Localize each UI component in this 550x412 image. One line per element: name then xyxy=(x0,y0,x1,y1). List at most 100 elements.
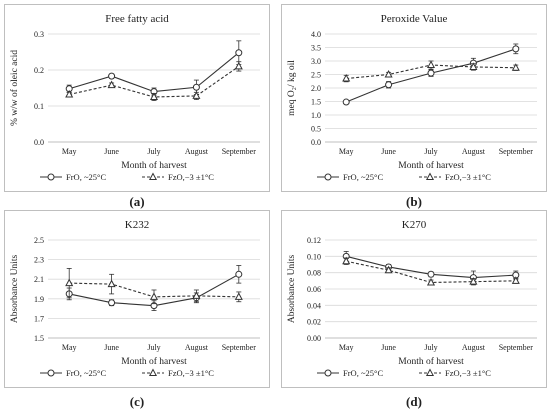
data-point xyxy=(234,292,243,300)
y-axis-label: meq O₂/ kg oil xyxy=(287,60,297,116)
data-point xyxy=(65,89,74,98)
y-tick-label: 2.1 xyxy=(34,275,44,284)
x-tick-label: May xyxy=(339,343,354,352)
series-1 xyxy=(342,256,520,286)
y-tick-label: 0.06 xyxy=(307,285,321,294)
legend-label: FrO, ~25°C xyxy=(343,368,383,378)
legend-label: FrO, ~25°C xyxy=(343,172,383,182)
x-tick-label: July xyxy=(147,147,160,156)
x-tick-label: August xyxy=(185,147,209,156)
series-1 xyxy=(65,61,243,101)
data-point xyxy=(107,279,116,288)
y-tick-label: 1.7 xyxy=(34,314,44,323)
y-axis-label: Absorbance Units xyxy=(287,255,297,324)
x-tick-label: May xyxy=(339,147,354,156)
chart-title: Peroxide Value xyxy=(381,13,448,25)
data-point xyxy=(234,61,243,70)
y-tick-label: 0.0 xyxy=(34,138,44,147)
legend-label: FrO, ~25°C xyxy=(66,368,106,378)
legend-marker xyxy=(324,369,332,377)
x-axis-label: Month of harvest xyxy=(398,356,464,367)
x-axis-label: Month of harvest xyxy=(121,160,187,171)
legend-marker xyxy=(47,173,55,181)
y-tick-label: 0.08 xyxy=(307,269,321,278)
legend-marker xyxy=(148,368,158,376)
y-tick-label: 3.0 xyxy=(311,57,321,66)
x-tick-label: July xyxy=(424,147,437,156)
y-tick-label: 0.1 xyxy=(34,102,44,111)
x-tick-label: September xyxy=(499,147,534,156)
data-point xyxy=(342,256,351,265)
x-tick-label: July xyxy=(147,343,160,352)
y-tick-label: 0.04 xyxy=(307,301,321,310)
caption-a: (a) xyxy=(129,194,145,209)
legend: FrO, ~25°C FzO,−3 ±1°C xyxy=(40,368,214,378)
data-point xyxy=(427,69,435,77)
x-tick-label: September xyxy=(499,343,534,352)
series-1 xyxy=(342,60,520,83)
data-point xyxy=(235,49,243,57)
legend-marker xyxy=(148,172,158,180)
x-axis-label: Month of harvest xyxy=(121,356,187,367)
data-point xyxy=(511,63,520,71)
chart-svg-0: Free fatty acid 0.0 0.1 0.2 0.3 May June July Au… xyxy=(4,4,270,192)
x-tick-label: June xyxy=(381,147,396,156)
y-tick-label: 1.0 xyxy=(311,111,321,120)
y-tick-label: 2.5 xyxy=(34,236,44,245)
x-tick-label: July xyxy=(424,343,437,352)
legend-label: FzO,−3 ±1°C xyxy=(168,172,214,182)
legend-marker xyxy=(425,368,435,376)
chart-peroxide-value: Peroxide Value 0.0 0.5 1.0 1.5 2.0 2.5 3.0 3.5 4.… xyxy=(281,4,547,192)
legend-label: FzO,−3 ±1°C xyxy=(445,172,491,182)
data-point xyxy=(107,80,116,89)
chart-svg-2: K232 1.5 1.7 1.9 2.1 2.3 2.5 May June July August S… xyxy=(4,210,270,388)
data-point xyxy=(342,98,350,106)
y-tick-label: 1.9 xyxy=(34,295,44,304)
legend-marker xyxy=(425,172,435,180)
caption-d: (d) xyxy=(406,394,422,409)
chart-svg-3: K270 0.00 0.02 0.04 0.06 0.08 0.10 0.12 May June J… xyxy=(281,210,547,388)
chart-free-fatty-acid: Free fatty acid 0.0 0.1 0.2 0.3 May June July Au… xyxy=(4,4,270,192)
chart-frame xyxy=(281,4,547,192)
legend-label: FzO,−3 ±1°C xyxy=(168,368,214,378)
y-tick-label: 0.00 xyxy=(307,334,321,343)
x-tick-label: May xyxy=(62,343,77,352)
legend-marker xyxy=(324,173,332,181)
chart-frame xyxy=(4,4,270,192)
chart-title: K270 xyxy=(402,219,427,231)
y-tick-label: 3.5 xyxy=(311,44,321,53)
data-point xyxy=(512,45,520,53)
data-point xyxy=(511,276,520,284)
chart-title: Free fatty acid xyxy=(105,13,169,25)
legend-label: FrO, ~25°C xyxy=(66,172,106,182)
y-tick-label: 2.0 xyxy=(311,84,321,93)
data-point xyxy=(192,83,200,91)
y-axis-label: Absorbance Units xyxy=(10,255,20,324)
y-tick-label: 0.02 xyxy=(307,318,321,327)
data-point xyxy=(192,291,201,299)
x-tick-label: September xyxy=(222,343,257,352)
data-point xyxy=(469,62,478,70)
legend: FrO, ~25°C FzO,−3 ±1°C xyxy=(317,368,491,378)
series-0 xyxy=(342,43,520,106)
y-tick-label: 0.0 xyxy=(311,138,321,147)
x-tick-label: May xyxy=(62,147,77,156)
y-tick-label: 0.12 xyxy=(307,236,321,245)
y-tick-label: 0.5 xyxy=(311,125,321,134)
data-point xyxy=(426,60,436,69)
x-tick-label: June xyxy=(104,343,119,352)
data-point xyxy=(108,299,116,307)
data-point xyxy=(384,265,393,274)
y-tick-label: 0.2 xyxy=(34,66,44,75)
data-point xyxy=(149,92,159,100)
y-axis-label: % w/w of oleic acid xyxy=(9,50,20,126)
data-point xyxy=(235,270,243,278)
data-point xyxy=(149,292,159,300)
data-point xyxy=(192,91,201,99)
data-point xyxy=(384,69,393,78)
caption-b: (b) xyxy=(406,194,422,209)
x-tick-label: August xyxy=(462,147,486,156)
y-tick-label: 4.0 xyxy=(311,30,321,39)
series-1 xyxy=(65,268,243,305)
